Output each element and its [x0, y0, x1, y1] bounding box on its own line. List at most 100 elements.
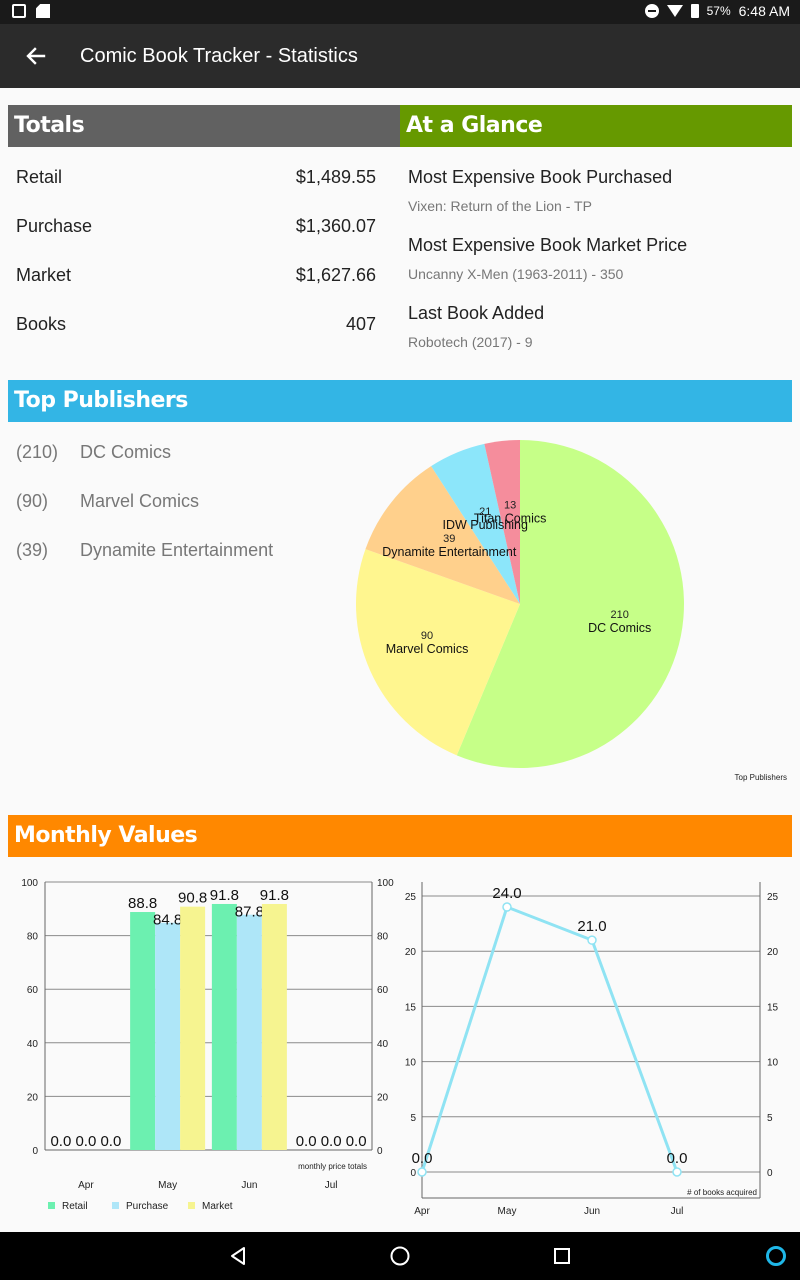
legend-label-0: Retail	[62, 1201, 88, 1212]
line-ytick-left-2: 10	[405, 1058, 417, 1069]
books-line-chart[interactable]: 0 0 5 5 10 10 15 15 20 20 25 25 0.0 Apr 24.0 May 21.0 Jun…	[400, 870, 800, 1220]
page-title: Comic Book Tracker - Statistics	[80, 45, 358, 67]
pie-name-label-0: DC Comics	[588, 621, 651, 635]
wifi-icon	[666, 5, 683, 17]
back-arrow-icon[interactable]	[22, 42, 50, 70]
line-ytick-right-0: 0	[767, 1168, 773, 1179]
pie-value-label-3: 21	[479, 506, 491, 518]
line-xtick-0: Apr	[414, 1206, 430, 1217]
bar-value-label-0-1: 88.8	[128, 895, 157, 912]
pie-name-label-1: Marvel Comics	[386, 642, 469, 656]
glance-expensive-market-label: Most Expensive Book Market Price	[408, 235, 688, 255]
line-point-2	[587, 935, 597, 945]
legend-label-1: Purchase	[126, 1201, 169, 1212]
line-value-label-2: 21.0	[577, 918, 606, 935]
publisher-count-1: (210)	[16, 442, 59, 462]
line-point-0	[417, 1167, 427, 1177]
pie-slice-4	[484, 440, 520, 604]
line-value-label-1: 24.0	[492, 885, 521, 902]
bar-ytick-left-3: 60	[27, 985, 39, 996]
glance-expensive-purchased-value: Vixen: Return of the Lion - TP	[408, 198, 592, 214]
totals-header: Totals	[8, 105, 400, 147]
pie-value-label-2: 39	[443, 533, 455, 545]
pie-name-label-3: IDW Publishing	[442, 518, 527, 532]
line-xtick-1: May	[498, 1206, 517, 1217]
line-value-label-0: 0.0	[412, 1150, 433, 1167]
navigation-bar	[0, 1232, 800, 1280]
line-xtick-3: Jul	[671, 1206, 684, 1217]
battery-percent: 57%	[706, 4, 731, 18]
pie-slice-2	[365, 466, 520, 604]
line-ytick-right-1: 5	[767, 1113, 773, 1124]
bar-ytick-right-1: 20	[377, 1092, 389, 1103]
publisher-count-3: (39)	[16, 540, 49, 560]
bar-value-label-2-0: 0.0	[100, 1133, 121, 1150]
legend-swatch-0	[48, 1202, 55, 1209]
bar-ytick-right-4: 80	[377, 932, 389, 943]
home-nav-icon[interactable]	[388, 1244, 412, 1268]
recents-nav-icon[interactable]	[550, 1244, 574, 1268]
bar-ytick-left-2: 40	[27, 1039, 39, 1050]
totals-market-value: $1,627.66	[295, 265, 376, 285]
glance-expensive-purchased-label: Most Expensive Book Purchased	[408, 167, 673, 187]
glance-header: At a Glance	[400, 105, 792, 147]
pie-value-label-4: 13	[504, 499, 516, 511]
line-ytick-right-5: 25	[767, 892, 779, 903]
line-ytick-left-4: 20	[405, 947, 417, 958]
totals-purchase-label: Purchase	[16, 216, 93, 236]
pie-slice-0	[456, 440, 684, 768]
bar-ytick-right-3: 60	[377, 985, 389, 996]
bar-retail-may	[130, 912, 156, 1150]
glance-expensive-market-value: Uncanny X-Men (1963-2011) - 350	[408, 266, 624, 282]
pie-description: Top Publishers	[735, 773, 787, 782]
bar-value-label-0-3: 0.0	[296, 1133, 317, 1150]
bar-ytick-right-5: 100	[377, 878, 394, 889]
line-value-label-3: 0.0	[667, 1150, 688, 1167]
totals-books-value: 407	[345, 314, 376, 334]
bar-purchase-jun	[236, 914, 262, 1150]
bar-retail-jun	[211, 903, 237, 1150]
publishers-header: Top Publishers	[8, 380, 792, 422]
image-notification-icon	[12, 4, 26, 18]
legend-swatch-1	[112, 1202, 119, 1209]
line-ytick-right-2: 10	[767, 1058, 779, 1069]
bar-market-may	[180, 906, 206, 1150]
bar-market-jun	[261, 903, 287, 1150]
line-point-1	[502, 902, 512, 912]
pie-name-label-2: Dynamite Entertainment	[382, 545, 517, 559]
pie-slice-3	[431, 443, 520, 604]
app-bar: Comic Book Tracker - Statistics	[0, 24, 800, 88]
legend-label-2: Market	[202, 1201, 233, 1212]
bar-ytick-right-2: 40	[377, 1039, 389, 1050]
pie-name-label-4: Titan Comics	[474, 511, 546, 525]
glance-last-added-label: Last Book Added	[408, 303, 545, 323]
bar-value-label-1-0: 0.0	[75, 1133, 96, 1150]
totals-books-label: Books	[16, 314, 67, 334]
bar-value-label-1-1: 84.8	[153, 912, 182, 929]
clock: 6:48 AM	[738, 3, 790, 19]
do-not-disturb-icon	[644, 4, 659, 18]
pie-value-label-1: 90	[421, 630, 433, 642]
bar-xtick-1: May	[158, 1180, 177, 1191]
bar-value-label-1-3: 0.0	[321, 1133, 342, 1150]
bar-value-label-1-2: 87.8	[235, 904, 264, 921]
bar-value-label-2-3: 0.0	[346, 1133, 367, 1150]
line-series	[420, 905, 679, 1173]
battery-icon	[690, 4, 699, 18]
bar-xtick-0: Apr	[78, 1180, 94, 1191]
sd-card-icon	[36, 4, 50, 18]
bar-description: monthly price totals	[298, 1162, 367, 1171]
line-description: # of books acquired	[687, 1188, 757, 1197]
line-xtick-2: Jun	[584, 1206, 600, 1217]
totals-purchase-value: $1,360.07	[295, 216, 376, 236]
assistant-icon[interactable]	[764, 1244, 788, 1268]
line-ytick-left-0: 0	[410, 1168, 416, 1179]
bar-ytick-left-5: 100	[21, 878, 38, 889]
totals-retail-label: Retail	[16, 167, 63, 187]
back-nav-icon[interactable]	[226, 1244, 250, 1268]
bar-purchase-may	[155, 922, 181, 1150]
line-ytick-right-4: 20	[767, 947, 779, 958]
bar-ytick-left-0: 0	[32, 1146, 38, 1157]
